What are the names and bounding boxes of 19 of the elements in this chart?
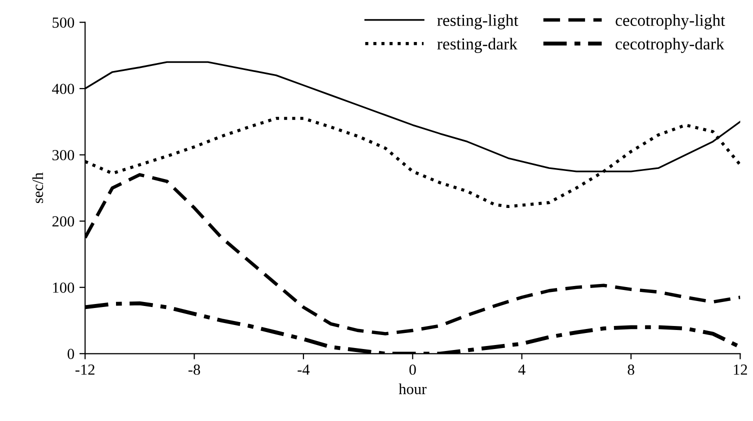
x-tick-label: 8 [628, 364, 634, 375]
x-tick-label: -12 [75, 364, 94, 375]
x-tick-label: -8 [188, 364, 200, 375]
x-tick-label: 12 [734, 364, 747, 375]
y-tick-label: 500 [52, 17, 74, 28]
y-tick-label: 100 [53, 282, 74, 293]
y-axis-title: sec/h [32, 172, 44, 204]
x-tick-label: 0 [409, 364, 416, 375]
x-tick-label: 4 [518, 364, 526, 375]
legend-label: cecotrophy-light [616, 14, 726, 30]
legend-label: cecotrophy-dark [616, 38, 724, 53]
legend-label: resting-light [437, 14, 518, 30]
x-tick-label: -4 [298, 364, 310, 375]
legend-label: resting-dark [437, 38, 518, 53]
y-tick-label: 400 [52, 84, 74, 94]
y-tick-label: 200 [52, 216, 74, 227]
x-axis-title: hour [398, 383, 427, 394]
y-tick-label: 0 [68, 348, 74, 360]
y-tick-label: 300 [52, 150, 74, 160]
